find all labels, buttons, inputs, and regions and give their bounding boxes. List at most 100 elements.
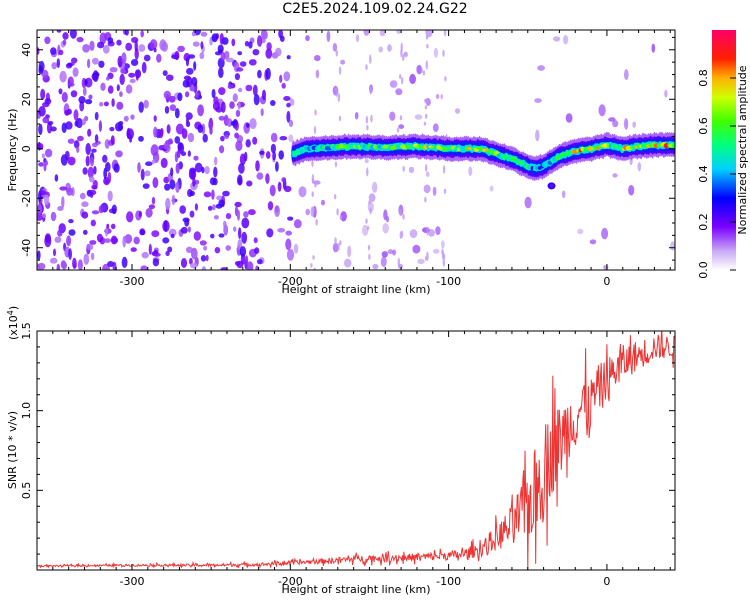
noise-blob [68,219,74,224]
noise-blob [265,67,271,80]
noise-blob [197,104,205,117]
noise-blob [113,163,120,173]
noise-blob [340,211,347,222]
noise-blob [534,98,542,103]
noise-blob [241,217,250,229]
noise-blob [603,265,609,270]
noise-blob [354,112,359,120]
noise-blob [56,30,62,33]
noise-blob [37,212,43,221]
noise-blob [237,51,243,56]
noise-blob [433,47,438,58]
noise-streak [366,124,369,131]
noise-blob [277,228,286,233]
noise-blob [153,252,161,257]
noise-blob [167,246,173,253]
noise-blob [285,238,292,251]
noise-blob [332,242,339,253]
noise-blob [148,243,152,255]
noise-blob [116,84,120,92]
noise-streak [425,60,428,70]
noise-blob [138,135,144,142]
noise-blob [199,52,205,60]
noise-blob [150,144,159,157]
noise-blob [214,156,218,166]
noise-blob [180,226,188,234]
noise-blob [179,205,186,214]
colorbar: 0.0 0.2 0.4 0.6 0.8 Normalized spectral ampl… [697,30,749,279]
noise-blob [90,219,97,227]
noise-blob [152,177,159,189]
noise-streak [424,196,427,203]
snr-series [37,331,675,570]
noise-streak [339,240,342,246]
noise-blob [76,36,84,43]
noise-blob [165,197,171,210]
colorbar-axes: 0.0 0.2 0.4 0.6 0.8 [697,69,736,279]
noise-blob [193,155,199,161]
noise-blob [535,129,540,142]
x-tick-label: -100 [436,575,461,588]
noise-blob [257,69,262,79]
noise-blob [98,205,104,214]
noise-streak [367,244,371,251]
noise-blob [287,216,294,221]
noise-blob [670,241,675,251]
snr-y-axis-title: SNR (10 * v/v) [6,411,19,489]
noise-blob [68,229,76,236]
noise-streak [369,207,372,215]
noise-blob [651,43,656,53]
noise-blob [158,129,164,139]
noise-blob [252,84,258,97]
ridge-peak [502,154,506,160]
noise-blob [191,247,198,260]
y-tick-label: 0.5 [20,482,33,500]
noise-blob [164,183,171,191]
noise-blob [106,223,110,229]
noise-streak [442,165,446,174]
colorbar-tick-label: 0.6 [697,117,710,135]
noise-streak [440,94,443,100]
noise-blob [71,58,76,66]
noise-streak [442,257,445,267]
noise-blob [372,263,379,270]
noise-blob [283,185,292,193]
noise-blob [51,62,57,70]
noise-blob [123,115,129,122]
noise-blob [207,205,213,211]
noise-blob [189,190,195,197]
noise-blob [233,226,237,232]
noise-streak [336,208,339,216]
noise-blob [56,58,60,68]
noise-blob [133,236,140,245]
noise-blob [200,31,208,37]
noise-blob [577,228,584,235]
noise-blob [219,33,224,45]
noise-blob [72,67,79,77]
noise-streak [399,115,403,121]
noise-blob [137,162,141,173]
noise-blob [321,199,325,206]
noise-blob [561,190,566,199]
noise-blob [82,167,88,175]
snr-frame [36,330,676,571]
noise-blob [122,235,126,248]
noise-blob [248,209,256,216]
noise-blob [47,121,54,125]
noise-blob [138,101,144,113]
noise-streak [311,159,314,167]
x-tick-label: -200 [278,275,303,288]
noise-blob [244,40,249,47]
noise-blob [239,61,247,67]
noise-blob [209,177,216,186]
ridge-peak [576,148,580,153]
noise-blob [199,240,207,246]
noise-blob [537,65,545,71]
noise-blob [58,88,63,95]
noise-blob [94,134,99,143]
noise-blob [275,161,279,172]
noise-blob [246,261,254,270]
noise-blob [110,135,115,145]
y-tick-label: 20 [20,92,33,106]
noise-blob [257,35,263,47]
